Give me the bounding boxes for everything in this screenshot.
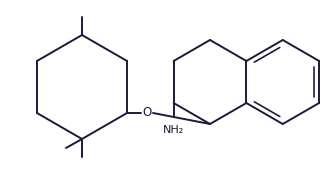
Text: NH₂: NH₂ (163, 125, 184, 135)
Text: O: O (142, 106, 152, 120)
